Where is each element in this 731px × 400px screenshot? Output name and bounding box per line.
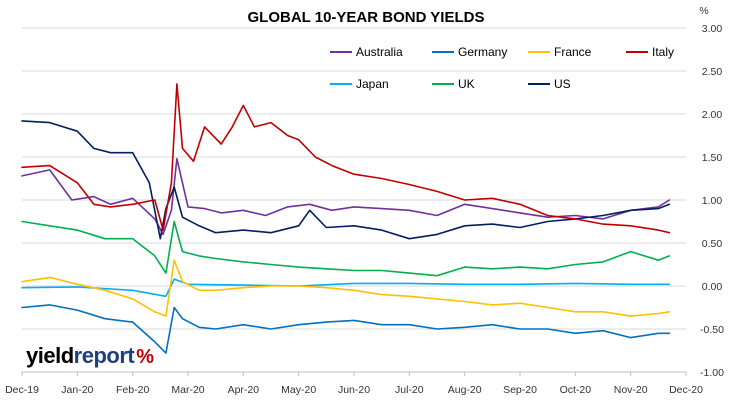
y-axis-ticks: 3.00 2.50 2.00 1.50 1.00 0.50 0.00 -0.50 -1.00 <box>700 23 724 379</box>
logo-part-yield: yield <box>26 343 74 368</box>
series-line-japan <box>21 278 671 298</box>
series-line-france <box>21 259 671 317</box>
x-tick-label: Aug-20 <box>448 384 482 396</box>
chart-title: GLOBAL 10-YEAR BOND YIELDS <box>248 9 485 26</box>
y-tick-label: 2.00 <box>702 109 723 121</box>
legend-label: UK <box>458 77 475 91</box>
y-tick-label: -1.00 <box>700 367 724 379</box>
x-tick-label: Dec-20 <box>669 384 703 396</box>
legend-label: Germany <box>458 45 507 59</box>
y-tick-label: 3.00 <box>702 23 723 35</box>
legend-label: US <box>554 77 571 91</box>
legend-label: Japan <box>356 77 389 91</box>
series-lines <box>21 83 671 354</box>
legend-label: Italy <box>652 45 674 59</box>
y-tick-label: -0.50 <box>700 324 724 336</box>
logo-part-percent: % <box>136 346 154 368</box>
x-tick-label: Mar-20 <box>171 384 204 396</box>
y-tick-label: 0.50 <box>702 238 723 250</box>
legend-label: France <box>554 45 592 59</box>
x-tick-label: Jun-20 <box>338 384 370 396</box>
y-tick-label: 0.00 <box>702 281 723 293</box>
x-axis-ticks: Dec-19 Jan-20 Feb-20 Mar-20 Apr-20 May-20 Jun-… <box>5 372 703 396</box>
x-tick-label: Sep-20 <box>503 384 537 396</box>
x-tick-label: May-20 <box>281 384 316 396</box>
y-tick-label: 2.50 <box>702 66 723 78</box>
series-line-germany <box>21 304 671 354</box>
legend-label: Australia <box>356 45 403 59</box>
x-tick-label: Apr-20 <box>228 384 260 396</box>
x-tick-label: Feb-20 <box>116 384 149 396</box>
unit-label: % <box>699 5 708 17</box>
x-tick-label: Oct-20 <box>560 384 592 396</box>
series-line-italy <box>21 83 671 234</box>
series-line-uk <box>21 220 671 277</box>
series-line-australia <box>21 157 671 236</box>
legend: Australia Germany France Italy Japan UK US <box>330 45 674 91</box>
y-tick-label: 1.00 <box>702 195 723 207</box>
x-tick-label: Jan-20 <box>61 384 93 396</box>
x-tick-label: Nov-20 <box>614 384 648 396</box>
series-line-us <box>21 120 671 240</box>
yieldreport-logo: yieldreport% <box>26 343 154 369</box>
x-tick-label: Jul-20 <box>395 384 424 396</box>
x-tick-label: Dec-19 <box>5 384 39 396</box>
logo-part-report: report <box>73 343 135 368</box>
y-tick-label: 1.50 <box>702 152 723 164</box>
